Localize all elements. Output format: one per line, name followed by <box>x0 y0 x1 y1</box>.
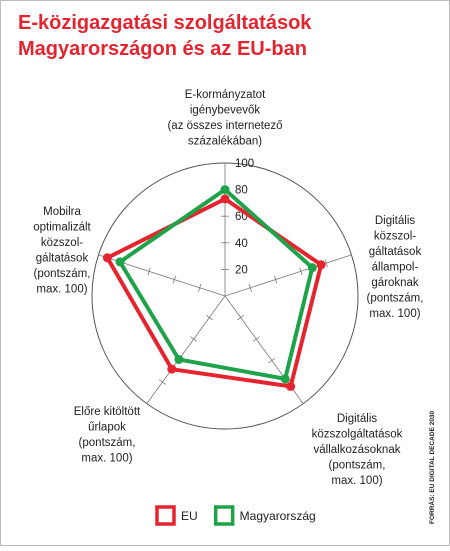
legend-label: EU <box>181 509 198 523</box>
data-point <box>220 194 230 204</box>
data-point <box>115 257 125 267</box>
tick-mark <box>273 275 278 284</box>
data-point <box>220 185 230 195</box>
series-line <box>104 196 324 389</box>
tick-mark <box>299 267 303 276</box>
spoke <box>146 295 226 404</box>
legend-label: Magyarország <box>240 509 316 523</box>
tick-mark <box>158 379 166 385</box>
legend-swatch <box>213 505 235 526</box>
axis-label: Mobilra optimalizált közszol-gáltatások (po… <box>33 206 91 296</box>
tick-mark <box>248 283 252 292</box>
tick-mark <box>268 357 276 364</box>
axis-label: Digitális közszolgáltatások vállalkozásokn… <box>312 413 403 487</box>
series-line <box>117 187 315 382</box>
chart-title: E-közigazgatási szolgáltatások <box>18 12 312 34</box>
tick-mark <box>147 267 151 276</box>
axis-label: Előre kitöltött űrlapok (pontszám, max. 100… <box>74 406 141 465</box>
tick-mark <box>324 259 328 268</box>
data-point <box>286 381 296 391</box>
axis-label: E-kormányzatot igénybevevők (az összes int… <box>167 89 282 148</box>
r-tick-label: 40 <box>235 238 248 250</box>
tick-mark <box>252 336 260 342</box>
source: FORRÁS: EU DIGITAL DECADE 2030 <box>427 410 436 524</box>
axis-label: Digitális közszol-gáltatások állampol-gáro… <box>367 215 424 320</box>
tick-mark <box>205 314 213 321</box>
legend-swatch <box>155 505 176 526</box>
chart-title: Magyarországon és az EU-ban <box>18 38 307 60</box>
r-tick-label: 80 <box>235 185 248 197</box>
r-tick-label: 100 <box>235 158 254 170</box>
tick-mark <box>198 283 202 292</box>
data-point <box>316 260 326 270</box>
data-point <box>167 364 177 374</box>
data-point <box>102 253 112 263</box>
data-point <box>280 374 290 384</box>
data-point <box>174 354 184 364</box>
tick-mark <box>172 275 177 284</box>
tick-mark <box>237 314 245 321</box>
spoke <box>224 254 352 297</box>
r-tick-label: 20 <box>235 264 248 276</box>
tick-mark <box>190 336 198 342</box>
data-point <box>307 263 317 273</box>
